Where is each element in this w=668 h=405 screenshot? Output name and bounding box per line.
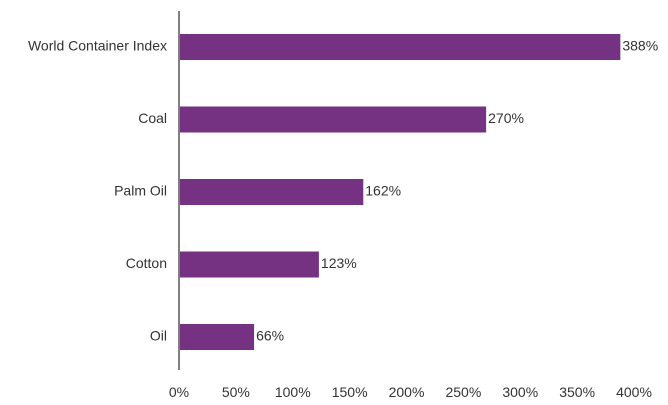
x-tick-labels-group: 0% 50% 100% 150% 200% 250% 300% 350% 400% (169, 384, 652, 400)
value-label-world-container-index: 388% (622, 38, 658, 54)
bar-coal (180, 106, 487, 133)
value-label-coal: 270% (488, 110, 524, 126)
x-tick-label: 300% (502, 384, 538, 400)
category-label-palm-oil: Palm Oil (114, 183, 167, 199)
x-tick-label: 50% (222, 384, 250, 400)
value-label-cotton: 123% (321, 255, 357, 271)
category-label-cotton: Cotton (126, 255, 167, 271)
x-tick-label: 400% (616, 384, 652, 400)
bar-cotton (180, 251, 319, 278)
x-tick-label: 100% (275, 384, 311, 400)
category-label-oil: Oil (150, 328, 167, 344)
x-tick-label: 350% (559, 384, 595, 400)
x-tick-label: 200% (389, 384, 425, 400)
x-tick-label: 0% (169, 384, 189, 400)
bar-palm-oil (180, 179, 364, 205)
value-label-oil: 66% (256, 328, 284, 344)
value-label-palm-oil: 162% (365, 183, 401, 199)
bars-group (180, 34, 621, 350)
x-tick-label: 150% (332, 384, 368, 400)
value-labels-group: 388% 270% 162% 123% 66% (256, 38, 658, 344)
bar-world-container-index (180, 34, 621, 60)
category-label-world-container-index: World Container Index (28, 38, 167, 54)
category-label-coal: Coal (138, 110, 167, 126)
x-tick-label: 250% (445, 384, 481, 400)
category-labels-group: World Container Index Coal Palm Oil Cotton O… (28, 38, 167, 344)
bar-oil (180, 324, 255, 350)
